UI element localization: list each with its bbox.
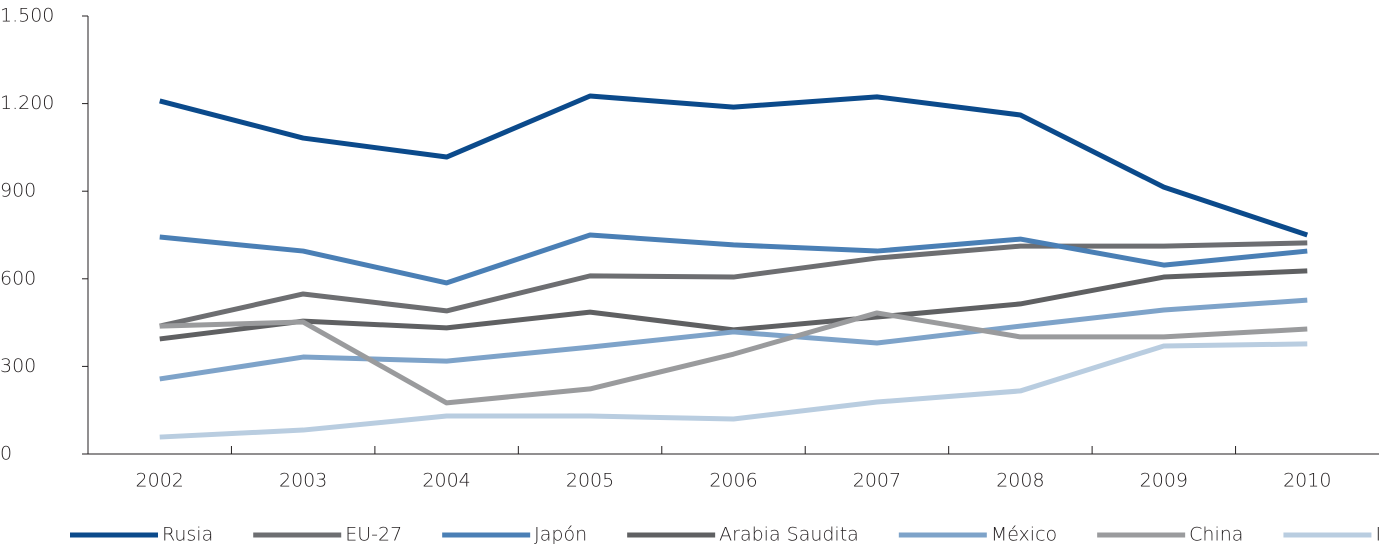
x-tick-label: 2008 (996, 470, 1044, 492)
y-tick-label: 600 (0, 267, 36, 289)
y-tick-label: 300 (0, 355, 36, 377)
series-line (159, 341, 1308, 440)
series-line (159, 268, 1308, 342)
x-tick-label: 2010 (1283, 470, 1331, 492)
legend-label: Japón (534, 524, 587, 546)
x-tick-label: 2009 (1140, 470, 1188, 492)
series-line (159, 232, 1308, 286)
x-tick-label: 2002 (136, 470, 184, 492)
legend-label: México (991, 524, 1057, 546)
legend-label: EU-27 (345, 524, 402, 546)
x-tick-label: 2007 (853, 470, 901, 492)
x-tick-label: 2005 (566, 470, 614, 492)
y-tick-label: 1.500 (0, 5, 54, 27)
x-tick-label: 2006 (709, 470, 757, 492)
series-line (159, 240, 1308, 329)
y-tick-label: 1.200 (0, 92, 54, 114)
legend-label: China (1189, 524, 1243, 546)
y-tick-label: 0 (0, 443, 12, 465)
legend-label: Arabia Saudita (719, 524, 859, 546)
series-line (159, 310, 1308, 406)
series-line (159, 297, 1308, 382)
y-tick-label: 900 (0, 180, 36, 202)
x-tick-label: 2003 (279, 470, 327, 492)
x-tick-label: 2004 (422, 470, 470, 492)
legend-label: Iraq (1375, 524, 1381, 546)
legend-label: Rusia (162, 524, 213, 546)
series-line (159, 93, 1309, 238)
